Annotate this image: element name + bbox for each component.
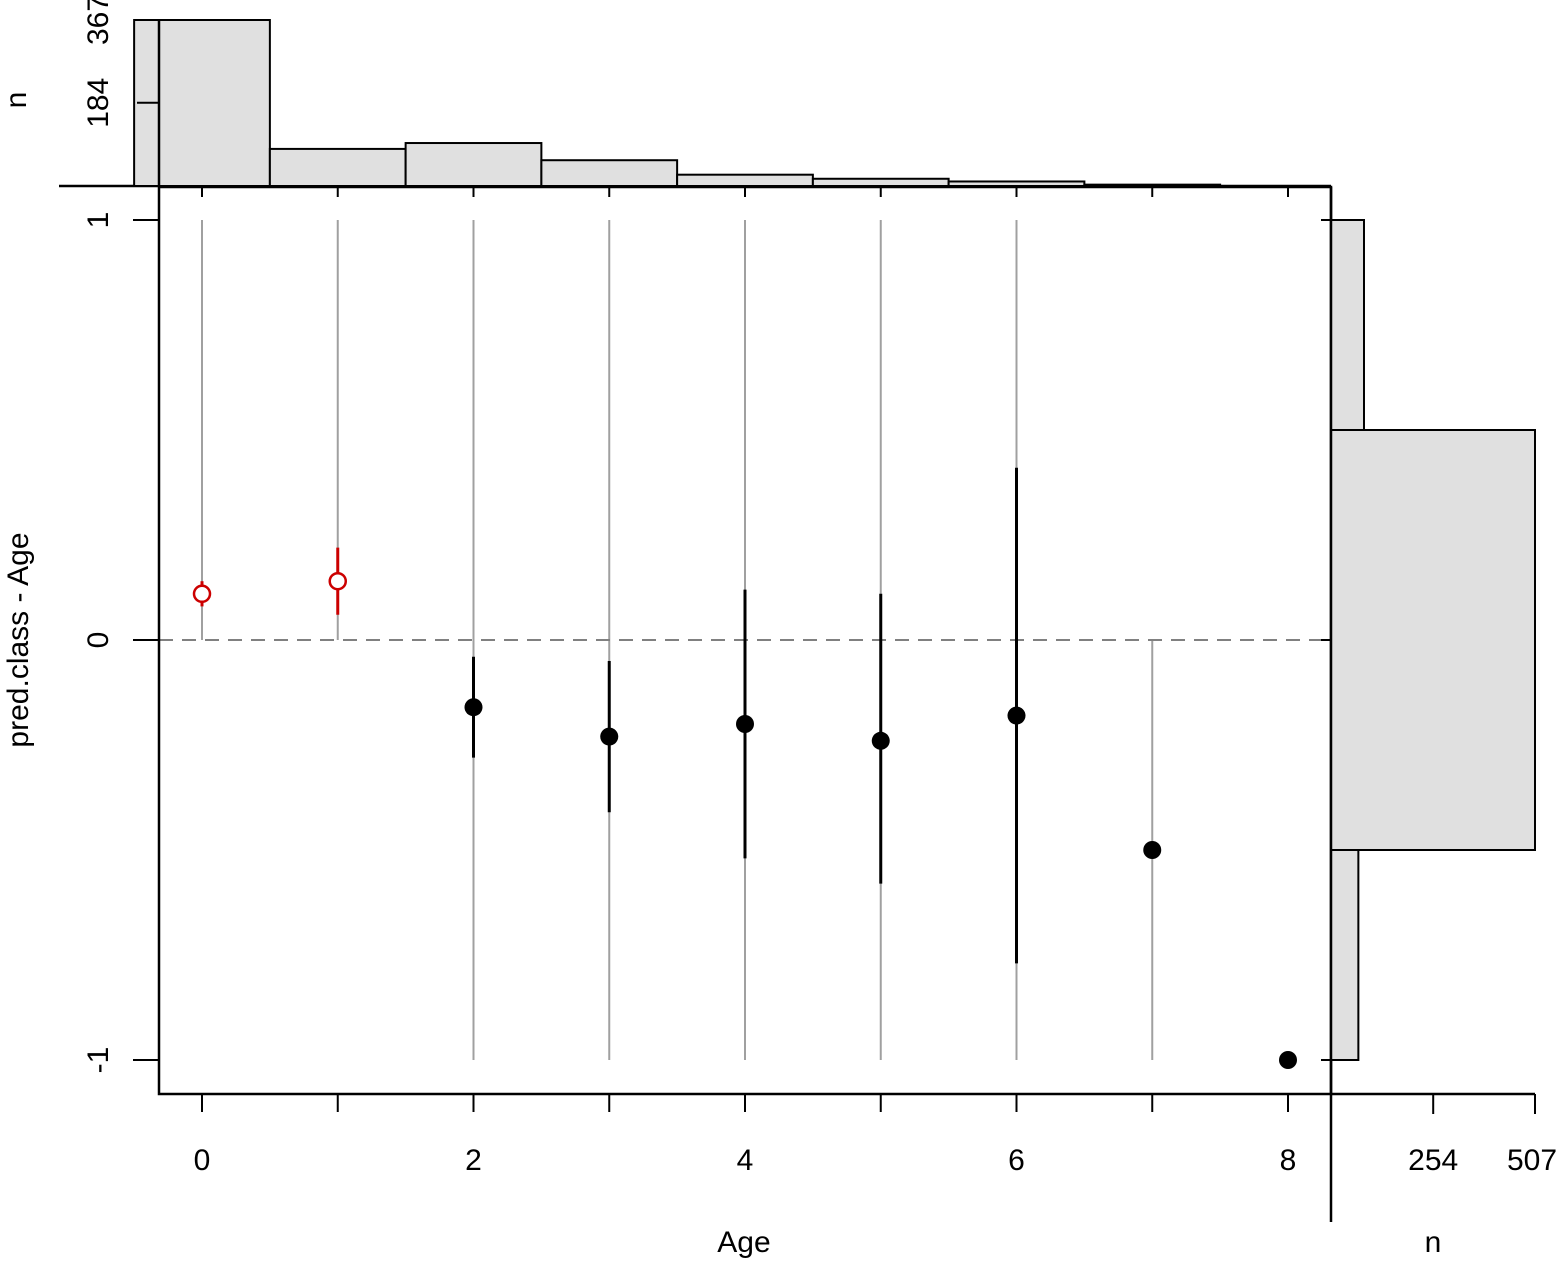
data-point (1143, 841, 1162, 859)
histogram-bar (1330, 849, 1360, 1061)
right-histogram-x-tick-label: 507 (1507, 1144, 1557, 1177)
y-tick-label: 1 (82, 212, 115, 229)
main-plot: 0 2 4 6 8 -1 0 1 (82, 185, 1333, 1177)
data-point (328, 571, 347, 591)
x-tick-label: 4 (737, 1144, 754, 1177)
data-point (1007, 706, 1026, 725)
histogram-bar (404, 142, 543, 187)
x-axis-title: Age (717, 1226, 770, 1259)
right-histogram: 254 507 (1329, 187, 1557, 1222)
top-histogram-y-tick-label: 367 (82, 0, 115, 45)
histogram-bar (540, 159, 679, 188)
histogram-bar (268, 147, 407, 187)
x-tick-label: 8 (1280, 1144, 1297, 1177)
right-histogram-x-tick-label: 254 (1408, 1144, 1458, 1177)
y-tick-label: -1 (82, 1047, 115, 1074)
axis-titles: Age pred.class - Age n n (0, 92, 1441, 1259)
y-axis-title: pred.class - Age (2, 532, 35, 747)
x-tick-label: 2 (465, 1144, 482, 1177)
data-point (192, 584, 212, 604)
data-point (871, 731, 890, 750)
top-histogram-y-tick-label: 184 (82, 78, 115, 128)
y-tick-label: 0 (82, 632, 115, 649)
x-tick-label: 6 (1008, 1144, 1025, 1177)
histogram-bar (947, 180, 1086, 187)
histogram-bar (1330, 219, 1365, 431)
data-point (600, 727, 619, 746)
top-histogram: 184 367 (59, 0, 1331, 188)
top-histogram-y-axis-title: n (0, 92, 33, 109)
histogram-bar (811, 177, 950, 187)
data-point (736, 715, 754, 733)
histogram-bar (1330, 429, 1536, 851)
histogram-bar (676, 173, 814, 187)
x-tick-label: 0 (194, 1144, 211, 1177)
right-histogram-x-axis-title: n (1425, 1226, 1442, 1259)
data-point (1279, 1051, 1297, 1069)
data-point (464, 698, 483, 717)
